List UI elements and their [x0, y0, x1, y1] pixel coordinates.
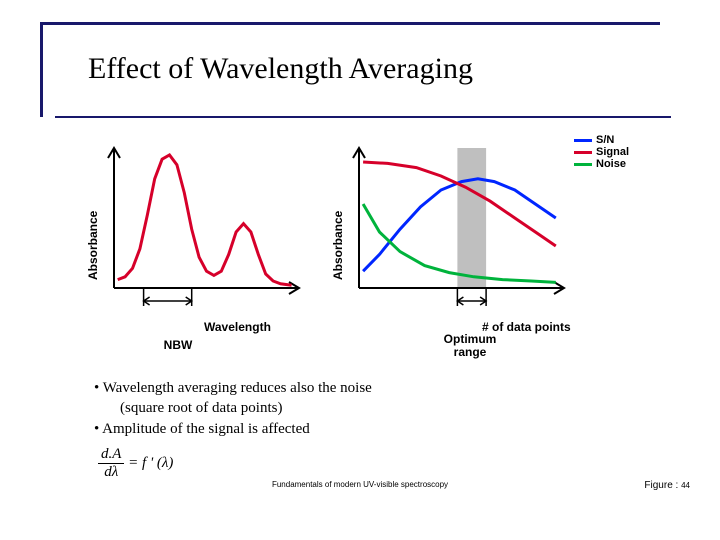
bullet-list: • Wavelength averaging reduces also the … [94, 378, 372, 439]
left-rule [40, 22, 43, 117]
left-xlabel: Wavelength [204, 320, 271, 334]
legend: S/N Signal Noise [574, 134, 629, 170]
charts-panel: Absorbance Wavelength NBW [84, 128, 644, 368]
left-ylabel: Absorbance [86, 211, 100, 280]
formula: d.A dλ = f ' (λ) [98, 446, 173, 481]
formula-rhs: = f ' (λ) [128, 455, 173, 471]
nbw-marker [144, 288, 192, 306]
legend-item-sn: S/N [574, 134, 629, 146]
footer-center: Fundamentals of modern UV-visible spectr… [0, 480, 720, 489]
right-chart [329, 138, 579, 313]
page-number: 44 [681, 481, 690, 490]
signal-curve [118, 155, 292, 285]
legend-item-signal: Signal [574, 146, 629, 158]
right-ylabel: Absorbance [331, 211, 345, 280]
formula-numerator: d.A [98, 446, 124, 464]
page-title: Effect of Wavelength Averaging [88, 52, 473, 86]
mid-rule [55, 116, 671, 118]
left-chart [84, 138, 314, 313]
slide: Effect of Wavelength Averaging Abso [0, 0, 720, 540]
optimum-label-2: range [430, 346, 510, 359]
bullet-1-sub: (square root of data points) [94, 398, 372, 418]
bullet-1: • Wavelength averaging reduces also the … [94, 378, 372, 398]
nbw-label: NBW [128, 338, 228, 352]
top-rule [40, 22, 660, 25]
bullet-2: • Amplitude of the signal is affected [94, 419, 372, 439]
axes [108, 148, 299, 294]
footer-right: Figure : 44 [644, 480, 690, 491]
optimum-marker [457, 288, 486, 306]
legend-item-noise: Noise [574, 158, 629, 170]
optimum-band [457, 148, 486, 288]
formula-denominator: dλ [98, 464, 124, 481]
